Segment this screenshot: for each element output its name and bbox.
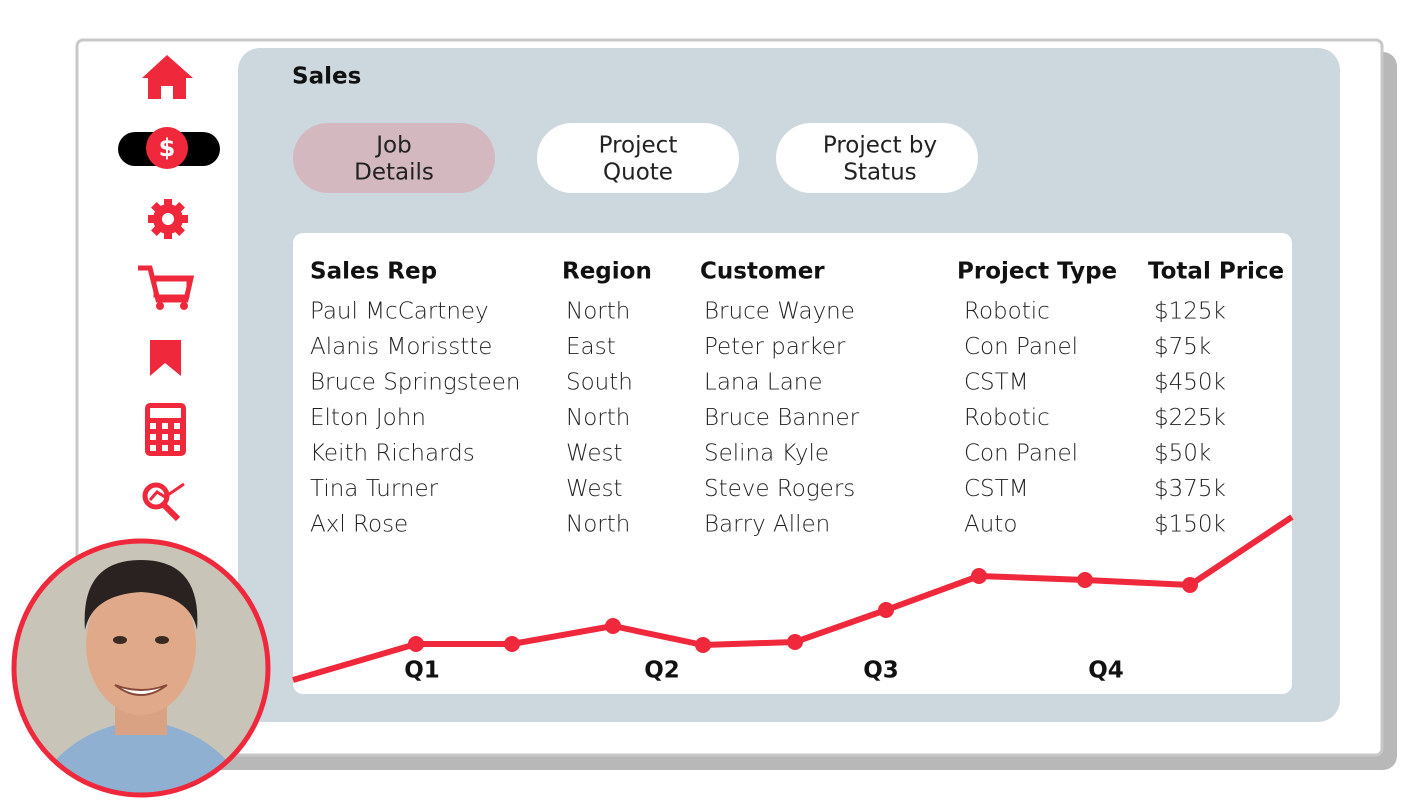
column-header: Customer	[700, 259, 825, 285]
table-cell: Alanis Morisstte	[310, 334, 492, 360]
table-cell: Con Panel	[964, 441, 1078, 467]
table-cell: Steve Rogers	[704, 476, 855, 502]
table-cell: Lana Lane	[704, 370, 823, 396]
table-cell: North	[566, 299, 630, 325]
table-cell: Auto	[964, 512, 1017, 538]
table-cell: Robotic	[964, 405, 1050, 431]
dollar-icon[interactable]	[146, 127, 188, 169]
tab-label: Details	[354, 160, 434, 186]
quarter-label: Q3	[863, 658, 899, 684]
trend-line	[292, 514, 1294, 683]
table-cell: West	[566, 476, 623, 502]
table-cell: Bruce Wayne	[704, 299, 855, 325]
column-header: Region	[562, 259, 652, 285]
table-cell: Keith Richards	[310, 441, 475, 467]
table-cell: North	[566, 405, 630, 431]
table-cell: Barry Allen	[704, 512, 830, 538]
table-cell: Elton John	[310, 405, 426, 431]
table-cell: Selina Kyle	[704, 441, 829, 467]
bookmark-icon[interactable]	[150, 340, 181, 376]
quarter-label: Q4	[1088, 658, 1124, 684]
table-cell: East	[566, 334, 616, 360]
column-header: Total Price	[1148, 259, 1284, 285]
table-cell: Tina Turner	[310, 476, 439, 502]
profile-photo[interactable]	[10, 538, 272, 802]
table-cell: Bruce Springsteen	[310, 370, 521, 396]
calculator-icon[interactable]	[145, 403, 186, 456]
page-title: Sales	[292, 64, 361, 90]
table-cell: Bruce Banner	[704, 405, 860, 431]
table-cell: Peter parker	[704, 334, 846, 360]
table-cell: Axl Rose	[310, 512, 408, 538]
table-cell: $125k	[1154, 299, 1226, 325]
table-cell: $150k	[1154, 512, 1226, 538]
home-icon[interactable]	[142, 55, 193, 99]
quarter-label: Q1	[404, 658, 440, 684]
table-cell: $50k	[1154, 441, 1211, 467]
tab-project-quote[interactable]	[537, 123, 739, 193]
tab-label: Project by	[823, 133, 937, 159]
table-cell: CSTM	[964, 476, 1029, 502]
table-cell: Paul McCartney	[310, 299, 489, 325]
column-header: Project Type	[957, 259, 1117, 285]
svg-text:$: $	[159, 134, 176, 162]
table-cell: Robotic	[964, 299, 1050, 325]
tab-label: Status	[843, 160, 916, 186]
table-cell: West	[566, 441, 623, 467]
table-cell: North	[566, 512, 630, 538]
sidebar: $	[118, 55, 220, 522]
table: Sales Rep Region Customer Project Type Total…	[310, 259, 1284, 538]
quarter-label: Q2	[644, 658, 680, 684]
tab-label: Job	[374, 133, 411, 159]
table-cell: $75k	[1154, 334, 1211, 360]
tab-label: Quote	[603, 160, 673, 186]
tab-project-status[interactable]	[776, 123, 978, 193]
table-cell: South	[566, 370, 633, 396]
settings-icon[interactable]	[148, 199, 188, 239]
table-cell: $450k	[1154, 370, 1226, 396]
column-header: Sales Rep	[310, 259, 437, 285]
analytics-icon[interactable]	[142, 482, 185, 522]
table-cell: Con Panel	[964, 334, 1078, 360]
tab-label: Project	[599, 133, 678, 159]
tab-job-details[interactable]	[293, 123, 495, 193]
table-cell: $225k	[1154, 405, 1226, 431]
table-cell: $375k	[1154, 476, 1226, 502]
cart-icon[interactable]	[138, 265, 195, 310]
table-cell: CSTM	[964, 370, 1029, 396]
